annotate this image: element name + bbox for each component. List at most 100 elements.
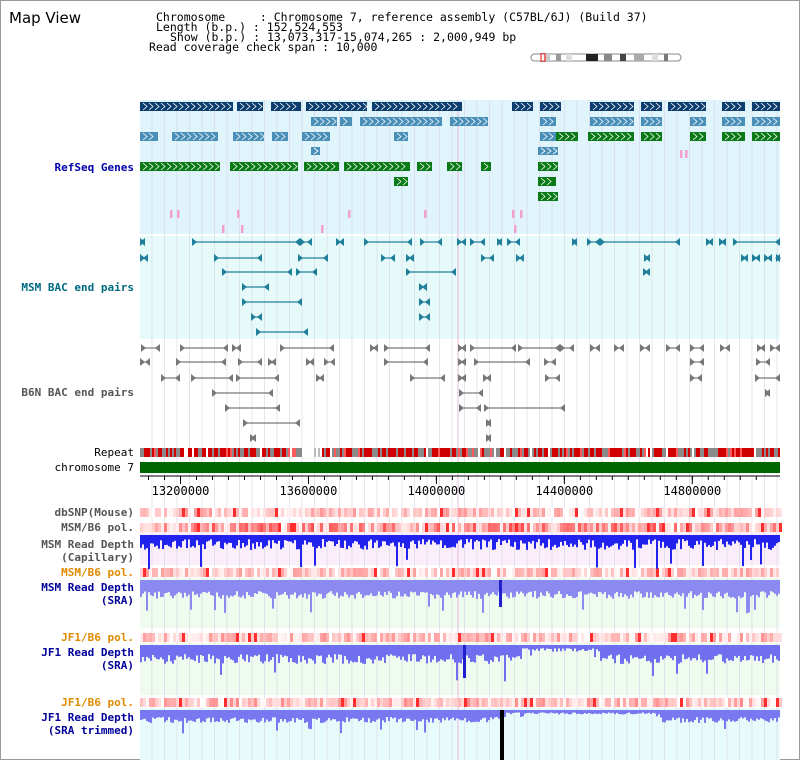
polymorphism-cell [500,568,503,577]
polymorphism-cell [338,523,341,532]
gene-feature [230,162,298,171]
polymorphism-cell [239,523,242,532]
read-depth-bar [718,580,720,592]
read-depth-bar [684,645,686,660]
bac-end-marker [406,268,411,276]
read-depth-bar [556,580,558,594]
polymorphism-cell [320,508,323,517]
gene-strand-mark [285,102,291,111]
polymorphism-cell [179,523,182,532]
read-depth-bar [370,580,372,594]
msm-depth-sra-label-1[interactable]: MSM Read Depth [41,581,134,594]
polymorphism-cell [365,698,368,707]
read-depth-bar [454,645,456,663]
read-depth-bar [530,580,532,592]
gene-strand-mark [482,117,488,126]
polymorphism-cell [449,568,452,577]
read-depth-bar [628,535,630,541]
read-depth-bar [496,710,498,718]
refseq-track-label[interactable]: RefSeq Genes [54,161,134,174]
repeat-segment [306,448,308,457]
polymorphism-cell [524,633,527,642]
read-depth-bar [332,645,334,663]
read-depth-bar [238,645,240,657]
read-depth-bar [720,580,722,597]
polymorphism-cell [569,508,572,517]
polymorphism-cell [461,633,464,642]
bac-end-marker [295,419,300,427]
gene-strand-mark [546,177,552,186]
read-depth-bar [502,580,504,594]
polymorphism-cell [404,523,407,532]
gene-feature [140,102,233,111]
repeat-segment [158,448,160,457]
read-depth-bar [158,535,160,549]
read-depth-bar [244,710,246,723]
repeat-segment [202,448,204,457]
read-depth-bar [168,710,170,718]
refseq-small-feature [685,150,688,158]
repeat-segment [718,448,720,457]
jf1-b6-pol-label[interactable]: JF1/B6 pol. [61,631,134,644]
read-depth-bar [368,710,370,719]
read-depth-bar [518,580,520,594]
read-depth-bar [642,710,644,713]
read-depth-bar [180,710,182,721]
polymorphism-cell [359,633,362,642]
gene-strand-mark [208,162,214,171]
gene-strand-mark [700,102,706,111]
gene-strand-mark [142,132,148,141]
read-depth-bar [556,710,558,713]
gene-strand-mark [670,102,676,111]
jf1-depth-sra-label-1[interactable]: JF1 Read Depth [41,646,134,659]
read-depth-bar [150,645,152,661]
jf1-b6-pol2-label[interactable]: JF1/B6 pol. [61,696,134,709]
dbsnp-track-label[interactable]: dbSNP(Mouse) [54,506,134,519]
polymorphism-cell [563,508,566,517]
polymorphism-cell [614,568,617,577]
read-depth-bar [278,710,280,723]
read-depth-bar [746,535,748,542]
polymorphism-cell [542,568,545,577]
msm-b6-pol-label[interactable]: MSM/B6 pol. [61,521,134,534]
read-depth-bar [558,580,560,592]
msm-depth-capillary-label-1[interactable]: MSM Read Depth [41,538,134,551]
jf1-depth-trimmed-label-1[interactable]: JF1 Read Depth [41,711,134,724]
polymorphism-cell [575,523,578,532]
repeat-segment [774,448,776,457]
polymorphism-cell [632,633,635,642]
read-depth-bar [220,710,222,719]
read-depth-bar [290,580,292,595]
read-depth-bar [774,710,776,718]
polymorphism-cell [773,698,776,707]
read-depth-bar [594,535,596,547]
b6n-bac-track-label[interactable]: B6N BAC end pairs [21,386,134,399]
polymorphism-cell [689,523,692,532]
polymorphism-cell [758,523,761,532]
polymorphism-cell [764,698,767,707]
gene-strand-mark [546,192,552,201]
msm-b6-pol2-label[interactable]: MSM/B6 pol. [61,566,134,579]
bac-end-marker [666,344,671,352]
chromosome-ideogram[interactable] [530,53,682,62]
read-depth-bar [630,645,632,656]
polymorphism-cell [770,633,773,642]
read-depth-bar [526,645,528,649]
polymorphism-cell [290,508,293,517]
polymorphism-cell [161,568,164,577]
polymorphism-cell [314,508,317,517]
read-depth-bar [414,535,416,544]
polymorphism-cell [356,633,359,642]
polymorphism-cell [509,568,512,577]
polymorphism-cell [416,568,419,577]
read-depth-bar [414,710,416,720]
bac-end-marker [242,283,247,291]
read-depth-bar [208,535,210,541]
read-depth-bar [254,580,256,594]
gene-strand-mark [610,102,616,111]
read-depth-bar [292,710,294,719]
read-depth-bar [144,580,146,592]
msm-bac-track-label[interactable]: MSM BAC end pairs [21,281,134,294]
repeat-segment [648,448,650,457]
